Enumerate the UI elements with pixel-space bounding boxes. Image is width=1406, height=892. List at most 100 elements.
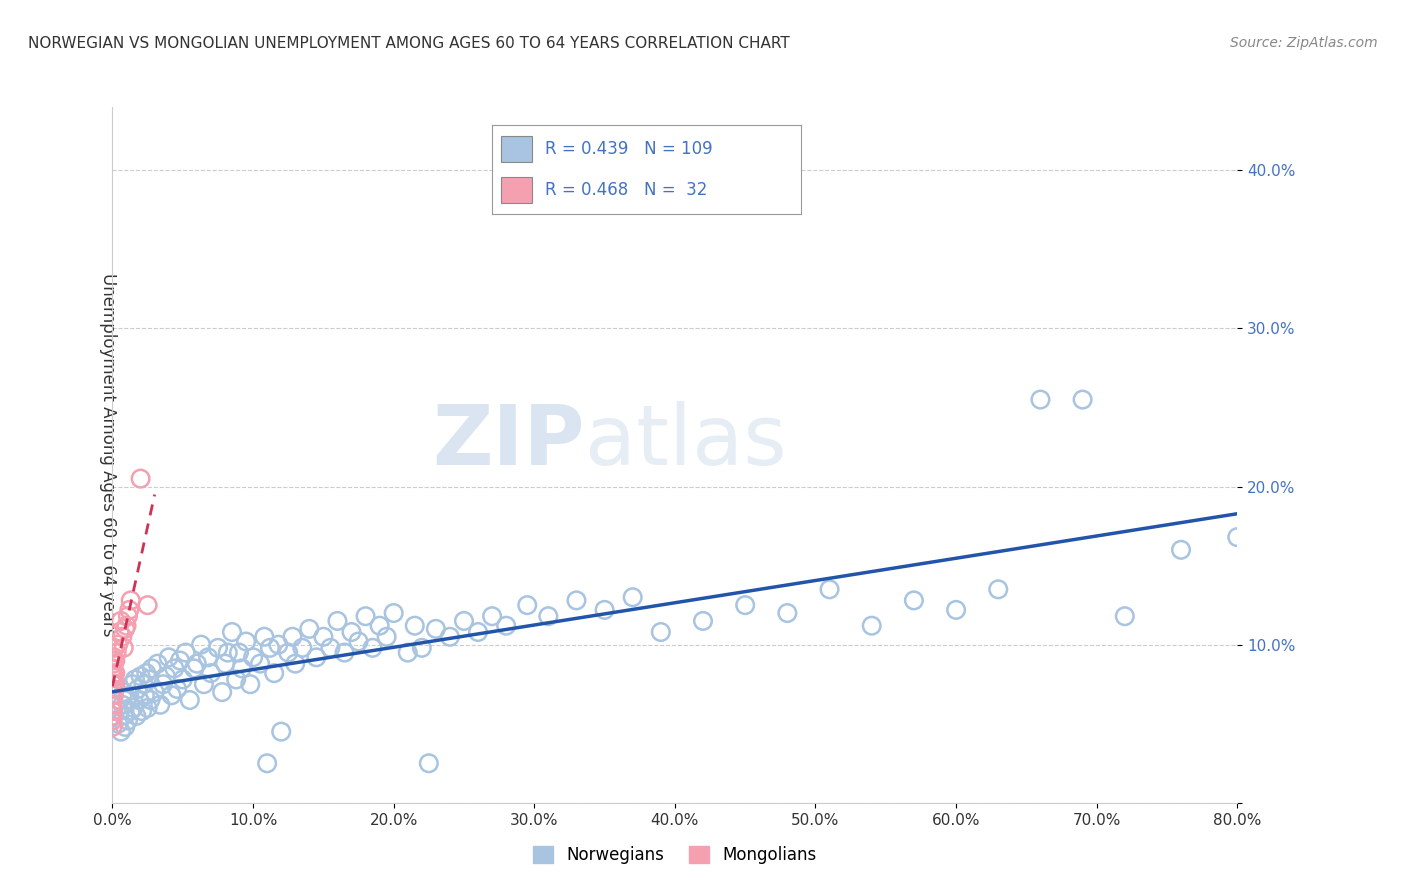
Point [411,640,433,655]
Point [163,661,186,675]
Point [134,688,156,702]
Point [404,618,426,632]
Point [312,630,335,644]
Point [101,681,124,696]
Point [101,677,124,691]
Point [1170,542,1192,557]
Point [101,661,124,675]
Point [263,666,285,681]
Point [537,609,560,624]
Point [114,720,136,734]
Point [112,708,135,723]
Point [1114,609,1136,624]
Point [101,714,124,728]
Point [127,681,149,696]
Point [107,716,129,731]
Point [650,625,672,640]
Point [125,708,148,723]
Bar [502,177,533,203]
Point [621,591,644,605]
Point [284,657,307,671]
Point [734,598,756,612]
Point [259,640,281,655]
Point [103,650,125,665]
Point [239,677,262,691]
Point [291,640,314,655]
Point [593,603,616,617]
Point [776,606,799,620]
Bar [502,136,533,162]
Point [368,618,391,632]
Point [347,634,370,648]
Point [516,598,538,612]
Point [354,609,377,624]
Point [340,625,363,640]
Point [136,701,159,715]
Point [152,677,174,691]
Point [101,688,124,702]
Point [103,657,125,671]
Point [396,646,419,660]
Text: Source: ZipAtlas.com: Source: ZipAtlas.com [1230,36,1378,50]
Point [129,472,152,486]
Point [101,698,124,712]
Point [190,638,212,652]
Point [1226,530,1249,544]
Point [174,646,197,660]
Point [105,646,128,660]
Point [382,606,405,620]
Point [860,618,883,632]
Point [135,666,157,681]
Point [136,598,159,612]
Point [111,630,134,644]
Point [110,614,132,628]
Point [217,646,239,660]
Point [281,630,304,644]
Point [818,582,841,597]
Point [298,622,321,636]
Point [103,640,125,655]
Point [467,625,489,640]
Point [253,630,276,644]
Point [256,756,278,771]
Text: atlas: atlas [585,401,786,482]
Point [114,622,136,636]
Point [132,677,155,691]
Point [104,653,127,667]
Point [146,657,169,671]
Point [692,614,714,628]
Point [143,685,166,699]
Point [242,650,264,665]
Point [903,593,925,607]
Point [121,677,143,691]
Point [375,630,398,644]
Point [120,704,142,718]
Point [101,720,124,734]
Point [418,756,440,771]
Point [124,673,146,687]
Point [439,630,461,644]
Point [270,724,292,739]
Point [103,669,125,683]
Point [200,666,222,681]
Point [453,614,475,628]
Text: NORWEGIAN VS MONGOLIAN UNEMPLOYMENT AMONG AGES 60 TO 64 YEARS CORRELATION CHART: NORWEGIAN VS MONGOLIAN UNEMPLOYMENT AMON… [28,36,790,51]
Point [128,693,150,707]
Point [160,688,183,702]
Point [267,638,290,652]
Point [183,661,205,675]
Point [231,661,253,675]
Point [115,618,138,632]
Point [108,704,131,718]
Point [101,669,124,683]
Point [1029,392,1052,407]
Point [129,669,152,683]
Point [122,701,145,715]
Point [108,625,131,640]
Point [1071,392,1094,407]
Point [107,638,129,652]
Point [319,640,342,655]
Point [155,669,177,683]
Point [179,693,201,707]
Point [101,704,124,718]
